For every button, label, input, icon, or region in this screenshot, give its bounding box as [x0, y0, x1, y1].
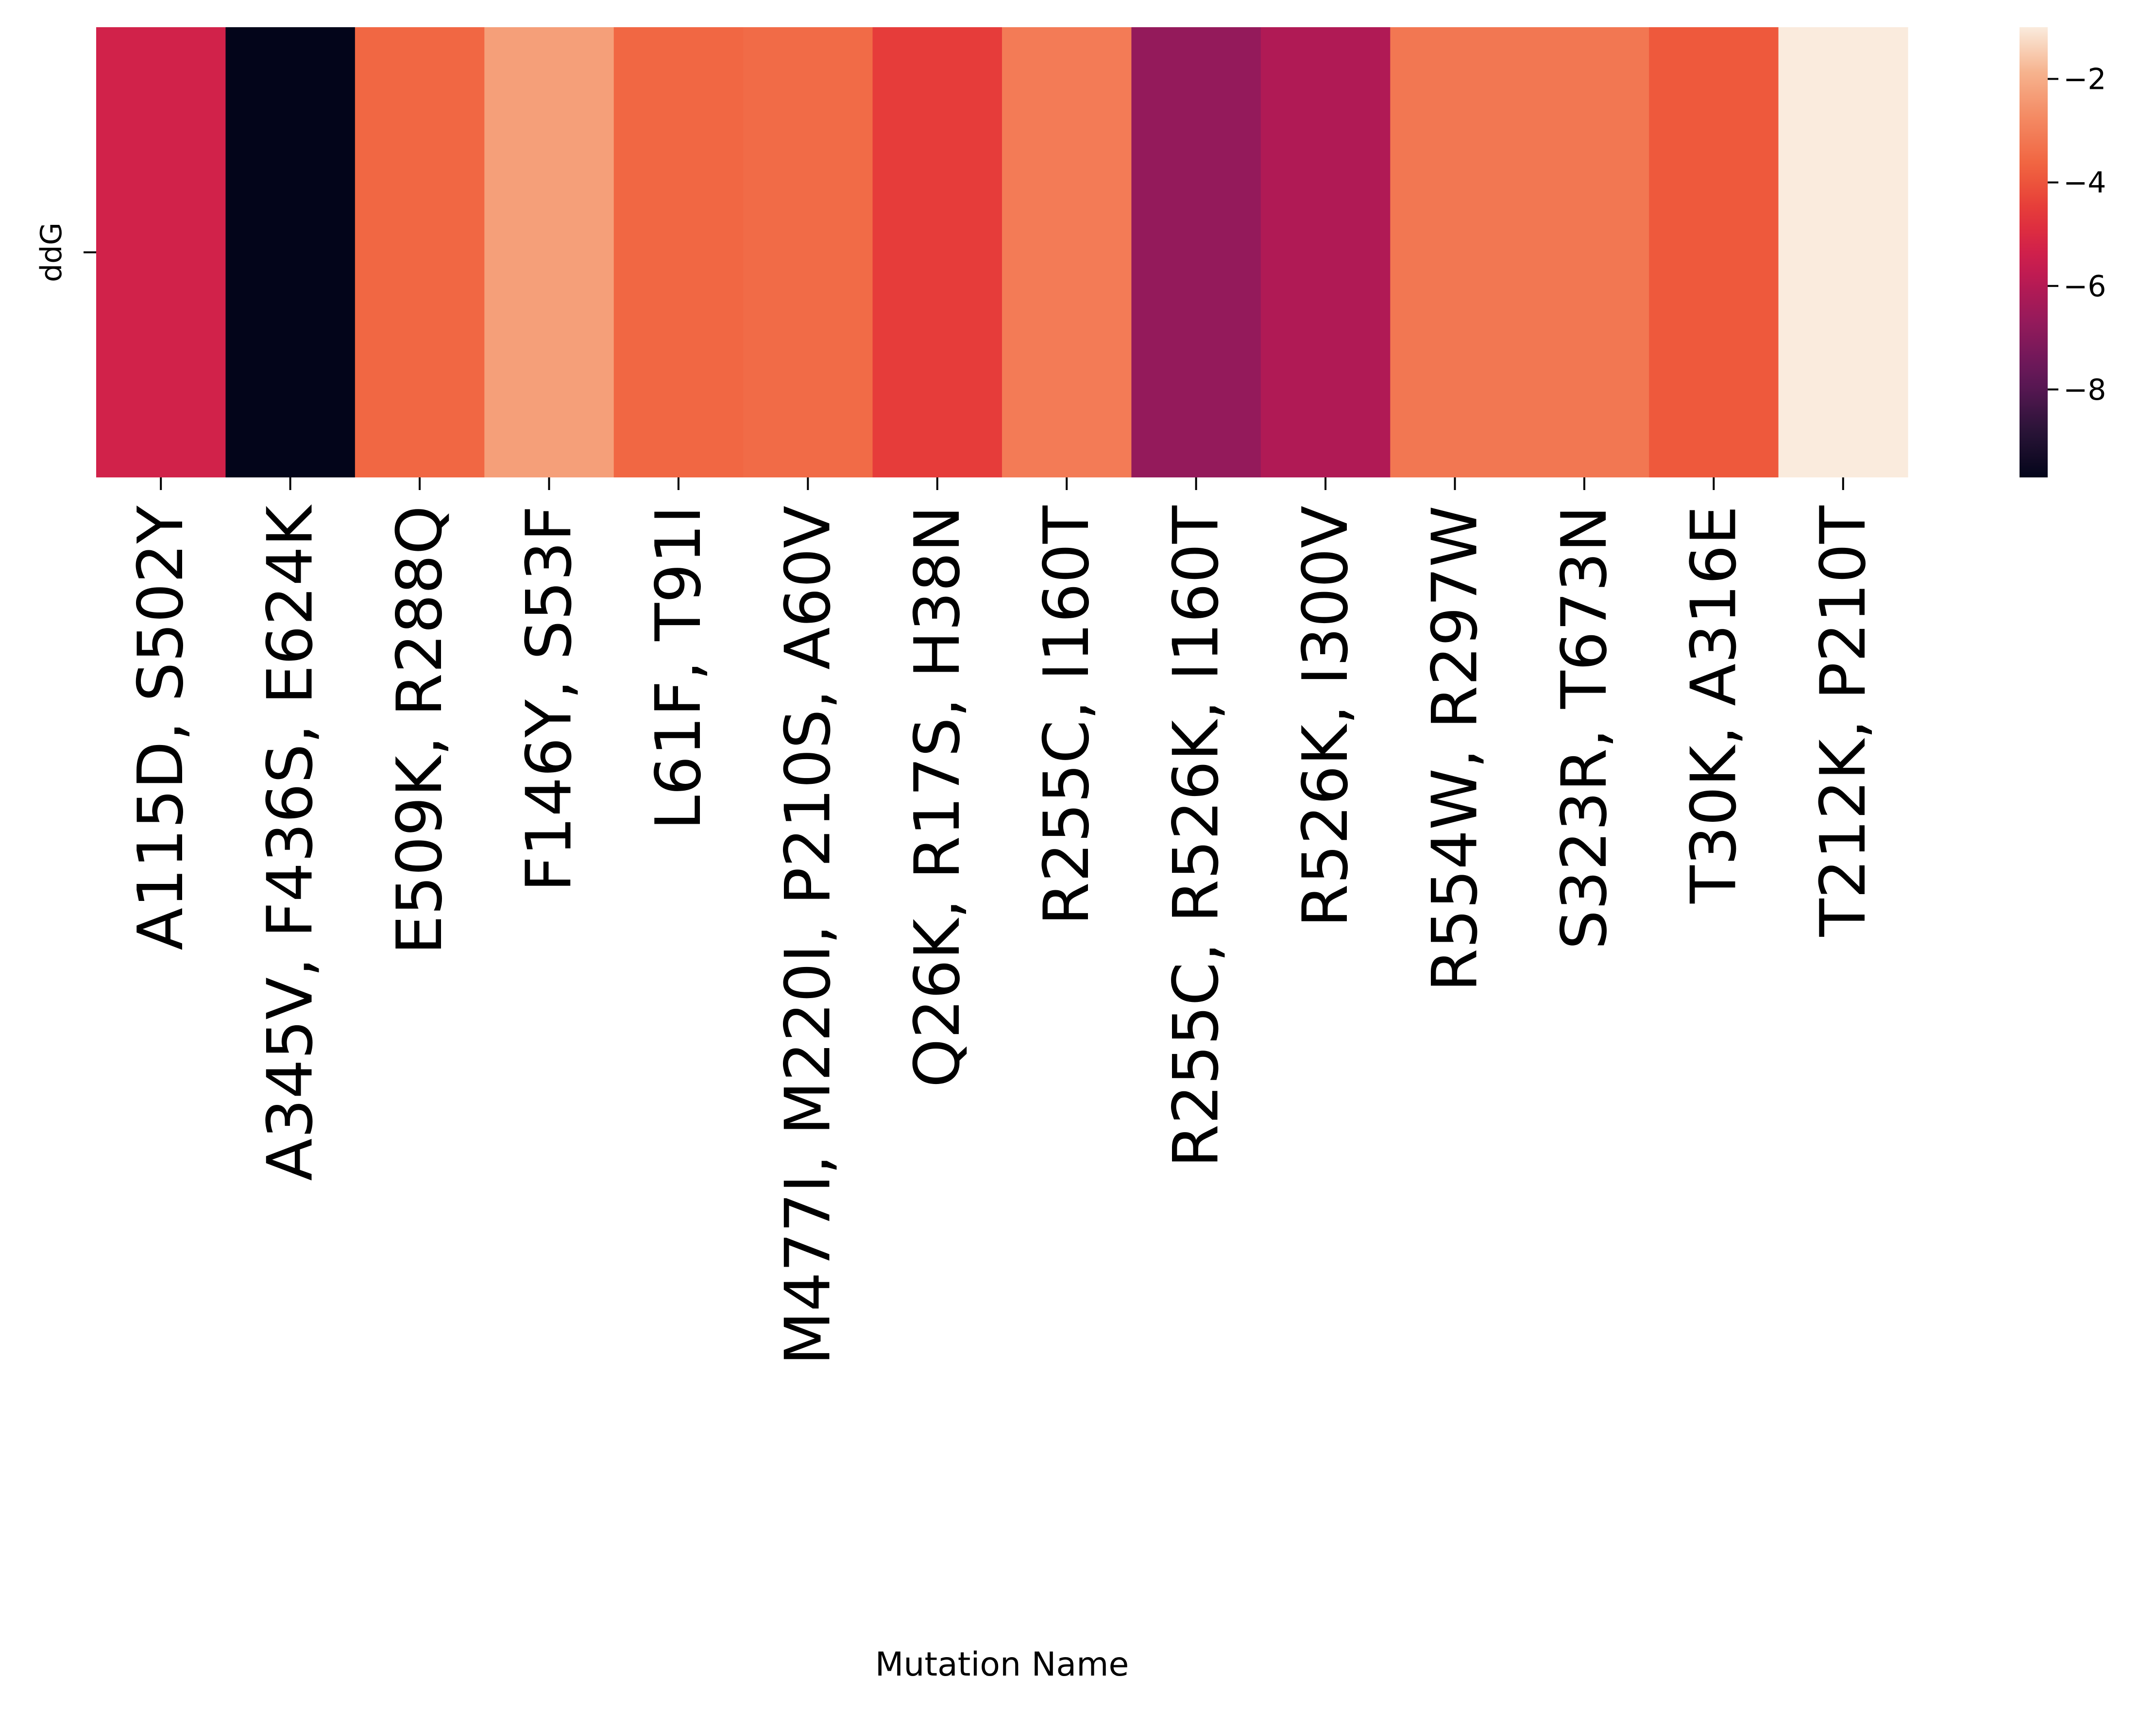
x-tick-label: A345V, F436S, E624K — [255, 504, 327, 1181]
heatmap-cell — [96, 27, 226, 477]
x-tick-label: T30K, A316E — [1678, 506, 1750, 904]
heatmap-cell — [484, 27, 614, 477]
x-tick-label: R255C, I160T — [1031, 505, 1103, 925]
x-tick-label: M477I, M220I, P210S, A60V — [772, 506, 844, 1365]
heatmap-cells — [96, 27, 1908, 477]
colorbar-tick-label: −8 — [2063, 373, 2106, 407]
colorbar-tick-label: −6 — [2063, 270, 2106, 304]
x-axis: A115D, S502Y A345V, F436S, E624K E509K, R2… — [125, 477, 1880, 1365]
x-tick-label: Q26K, R17S, H38N — [901, 506, 974, 1087]
colorbar-gradient — [2020, 27, 2048, 477]
heatmap-cell — [1649, 27, 1779, 477]
heatmap-cell — [1260, 27, 1391, 477]
x-tick-label: E509K, R288Q — [384, 506, 456, 955]
heatmap-cell — [613, 27, 744, 477]
x-tick-label: R255C, R526K, I160T — [1160, 505, 1233, 1168]
y-axis: ddG — [34, 222, 96, 282]
heatmap-cell — [872, 27, 1002, 477]
heatmap-cell — [1519, 27, 1649, 477]
x-tick-label: S323R, T673N — [1548, 506, 1621, 949]
heatmap-cell — [1131, 27, 1261, 477]
heatmap-cell — [355, 27, 485, 477]
x-tick-label: R526K, I300V — [1290, 506, 1362, 927]
x-axis-label: Mutation Name — [875, 1645, 1129, 1684]
heatmap-cell — [1390, 27, 1520, 477]
heatmap-cell — [1002, 27, 1132, 477]
x-tick-label: T212K, P210T — [1807, 505, 1880, 937]
x-tick-label: A115D, S502Y — [125, 505, 197, 950]
colorbar-tick-label: −2 — [2063, 63, 2106, 97]
y-tick-label: ddG — [34, 222, 68, 282]
heatmap-cell — [743, 27, 873, 477]
x-tick-label: R554W, R297W — [1419, 506, 1492, 992]
x-tick-label: F146Y, S53F — [513, 506, 586, 892]
heatmap-cell — [1778, 27, 1908, 477]
colorbar: −2 −4 −6 −8 — [2020, 27, 2106, 477]
x-tick-label: L61F, T91I — [643, 506, 715, 830]
colorbar-tick-label: −4 — [2063, 166, 2106, 200]
heatmap-cell — [225, 27, 356, 477]
